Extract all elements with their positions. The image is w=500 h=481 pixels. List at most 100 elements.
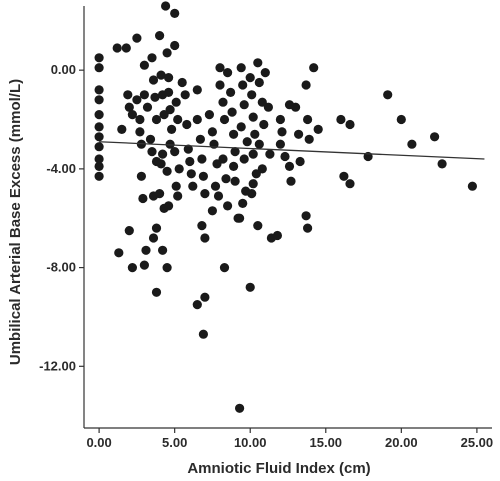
data-point [139, 90, 149, 100]
data-point [132, 33, 142, 43]
data-point [192, 114, 202, 125]
data-point [127, 110, 137, 120]
data-point [174, 164, 184, 174]
x-tick-label: 10.00 [234, 435, 267, 450]
data-point [303, 114, 313, 125]
data-point [151, 223, 162, 233]
data-point [259, 119, 269, 130]
x-tick-label: 20.00 [385, 435, 418, 450]
data-point [336, 114, 346, 125]
data-point [294, 129, 304, 139]
data-point [183, 144, 193, 154]
data-point [247, 90, 257, 100]
data-point [139, 60, 149, 70]
data-point [198, 171, 208, 181]
data-point [170, 8, 180, 18]
data-point [197, 154, 207, 164]
data-point [219, 263, 230, 273]
data-point [286, 176, 296, 186]
data-point [139, 260, 149, 270]
data-point [309, 63, 319, 73]
data-point [136, 171, 146, 181]
data-point [301, 80, 311, 90]
data-point [147, 53, 157, 63]
data-point [114, 248, 124, 258]
data-point [204, 110, 214, 120]
data-point [218, 97, 228, 107]
data-point [295, 156, 305, 167]
data-point [257, 164, 267, 174]
data-point [247, 189, 257, 199]
data-point [223, 201, 233, 211]
data-point [198, 329, 208, 339]
data-point [151, 287, 162, 297]
data-point [238, 80, 248, 90]
data-point [141, 245, 151, 255]
data-point [180, 90, 190, 100]
x-axis-ticks: 0.00 5.00 10.00 15.00 20.00 25.00 [86, 428, 493, 450]
data-point [245, 282, 255, 292]
data-point [123, 90, 133, 100]
data-point [127, 263, 137, 273]
data-point [188, 181, 198, 191]
data-point [147, 147, 157, 157]
data-point [94, 53, 104, 63]
x-tick-label: 25.00 [461, 435, 494, 450]
data-point [170, 147, 180, 157]
x-tick-label: 15.00 [310, 435, 343, 450]
data-point [304, 134, 314, 144]
data-point [150, 92, 160, 102]
y-axis-ticks: 0.00 -4.00 -8.00 -12.00 [39, 62, 84, 373]
data-point [238, 198, 248, 208]
data-point [345, 179, 355, 189]
data-point [253, 221, 263, 231]
data-point [248, 149, 258, 159]
data-point [171, 181, 181, 191]
data-point [94, 85, 104, 95]
data-point [301, 211, 311, 221]
data-point [94, 142, 104, 152]
data-point [148, 233, 159, 243]
x-axis-title: Amniotic Fluid Index (cm) [187, 460, 370, 477]
data-point [200, 233, 210, 243]
data-point [257, 97, 267, 107]
data-point [430, 132, 440, 142]
data-point [277, 127, 287, 137]
data-point [186, 169, 196, 179]
x-tick-label: 0.00 [86, 435, 111, 450]
y-tick-label: 0.00 [51, 62, 76, 77]
data-point [151, 114, 162, 125]
data-point [182, 119, 192, 130]
data-point [94, 154, 104, 164]
data-point [207, 127, 217, 137]
data-point [161, 1, 171, 11]
data-point [167, 124, 177, 134]
data-point [213, 191, 224, 201]
data-point [265, 149, 275, 159]
data-point [226, 87, 236, 97]
data-point [291, 102, 301, 112]
data-point [112, 43, 122, 53]
data-point [250, 129, 260, 139]
data-point [94, 122, 104, 132]
plot-area [94, 1, 485, 413]
data-point [272, 230, 282, 241]
data-point [124, 102, 134, 112]
data-point [345, 119, 355, 130]
data-point [164, 87, 174, 97]
x-tick-label: 5.00 [162, 435, 187, 450]
data-point [156, 70, 166, 80]
data-point [407, 139, 417, 149]
data-point [94, 132, 104, 142]
data-point [155, 189, 165, 199]
data-point [253, 58, 263, 68]
data-point [165, 105, 175, 115]
data-point [467, 181, 477, 191]
data-point [396, 114, 406, 125]
data-point [245, 73, 255, 83]
data-point [260, 68, 270, 78]
data-point [239, 154, 249, 164]
data-point [254, 139, 264, 149]
data-point [195, 134, 205, 144]
data-point [173, 114, 183, 125]
